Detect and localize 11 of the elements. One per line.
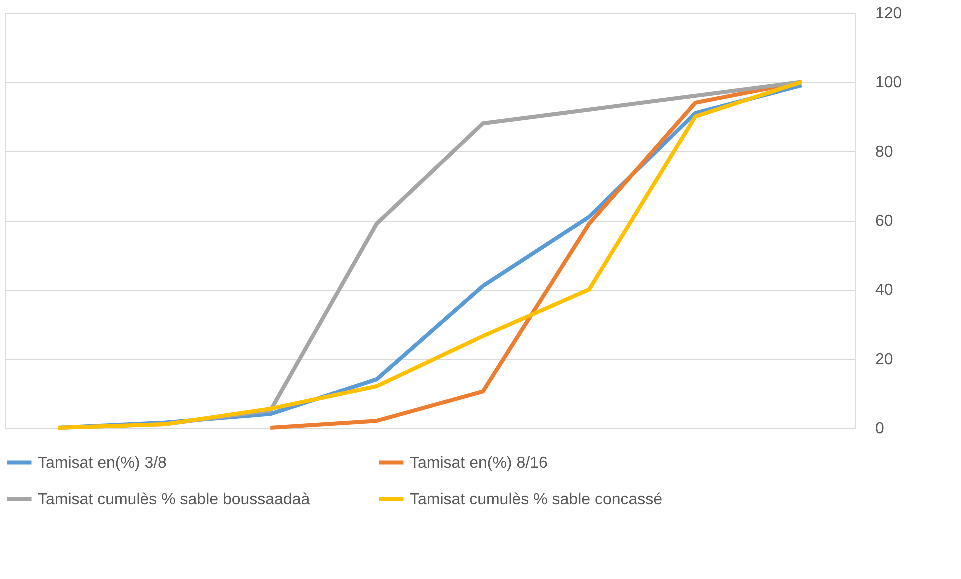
legend-label: Tamisat en(%) 8/16 bbox=[410, 454, 548, 472]
y-tick-label: 80 bbox=[876, 144, 894, 161]
y-tick-label: 60 bbox=[876, 213, 894, 230]
legend-label: Tamisat en(%) 3/8 bbox=[38, 454, 168, 472]
legend-label: Tamisat cumulès % sable concassé bbox=[410, 492, 663, 508]
y-tick-label: 100 bbox=[876, 74, 902, 92]
y-tick-label: 0 bbox=[876, 420, 884, 438]
y-tick-label: 120 bbox=[876, 6, 902, 22]
y-tick-label: 40 bbox=[876, 282, 894, 300]
y-tick-label: 20 bbox=[876, 351, 894, 368]
legend-label: Tamisat cumulès % sable boussaadaà bbox=[38, 492, 310, 508]
